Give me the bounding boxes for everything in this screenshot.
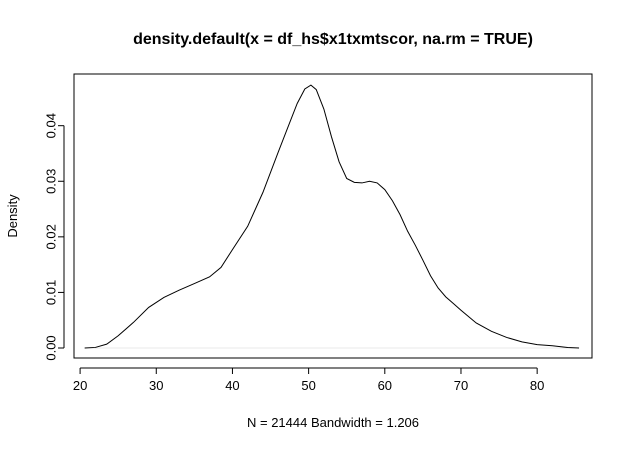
x-axis-label: N = 21444 Bandwidth = 1.206 <box>247 415 419 430</box>
x-tick-label: 80 <box>530 378 544 393</box>
x-tick-label: 50 <box>301 378 315 393</box>
y-axis-label: Density <box>5 194 20 238</box>
x-tick-label: 60 <box>378 378 392 393</box>
y-tick-label: 0.01 <box>44 280 59 305</box>
y-tick-label: 0.00 <box>44 335 59 360</box>
x-tick-label: 20 <box>73 378 87 393</box>
x-tick-label: 40 <box>225 378 239 393</box>
x-tick-label: 30 <box>149 378 163 393</box>
y-tick-label: 0.04 <box>44 113 59 138</box>
plot-frame <box>73 73 593 359</box>
y-axis: 0.00 0.01 0.02 0.03 0.04 <box>44 113 65 361</box>
y-tick-label: 0.03 <box>44 169 59 194</box>
x-axis: 20 30 40 50 60 70 80 <box>73 367 544 393</box>
chart-title: density.default(x = df_hs$x1txmtscor, na… <box>133 31 533 48</box>
y-tick-label: 0.02 <box>44 224 59 249</box>
density-curve <box>84 84 580 349</box>
x-tick-label: 70 <box>454 378 468 393</box>
